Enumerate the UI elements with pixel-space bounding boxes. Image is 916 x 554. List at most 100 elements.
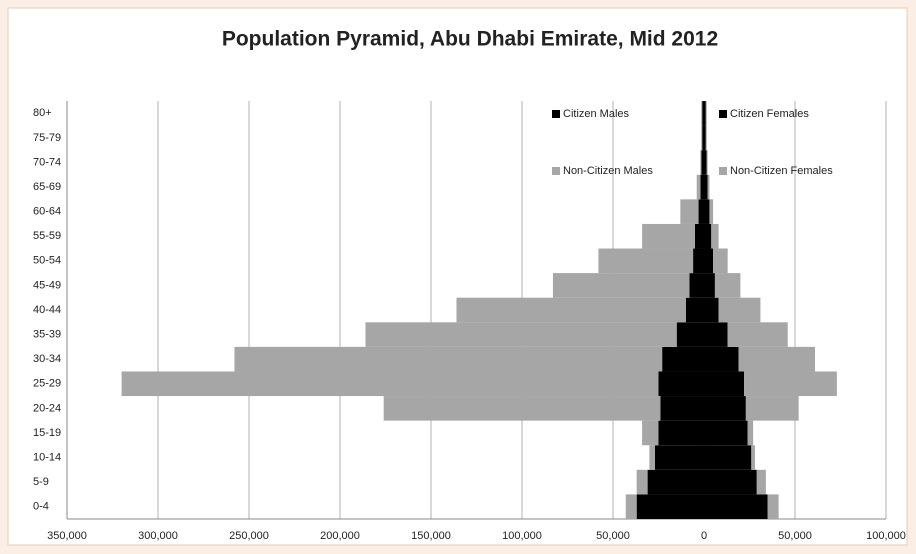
y-tick-label: 25-29 (33, 378, 61, 390)
bar (704, 199, 710, 224)
bar (704, 174, 708, 200)
legend-label: Citizen Males (563, 108, 630, 120)
bar (456, 297, 686, 323)
bar (727, 322, 788, 347)
bar (689, 273, 704, 298)
bar (649, 445, 655, 470)
legend-swatch (552, 110, 560, 118)
bar (701, 150, 704, 175)
bar (704, 150, 707, 175)
bar (745, 396, 799, 421)
y-tick-label: 75-79 (33, 132, 61, 144)
y-tick-label: 60-64 (33, 206, 61, 218)
bar (704, 101, 706, 126)
y-tick-label: 70-74 (33, 156, 61, 168)
bar (713, 248, 728, 274)
bar (625, 494, 637, 519)
bar (704, 346, 739, 372)
legend-swatch (719, 167, 727, 175)
x-tick-label: 50,000 (596, 530, 630, 542)
bar (707, 174, 710, 200)
bar (701, 125, 703, 151)
y-tick-label: 80+ (33, 107, 52, 119)
bar (660, 396, 704, 421)
bar (718, 297, 761, 323)
x-tick-label: 0 (701, 530, 707, 542)
bar (744, 371, 837, 397)
y-tick-label: 40-44 (33, 304, 61, 316)
bar (747, 420, 754, 446)
bar (680, 199, 699, 224)
y-tick-label: 55-59 (33, 230, 61, 242)
bar (642, 223, 695, 249)
y-tick-label: 20-24 (33, 402, 61, 414)
bar (704, 469, 757, 495)
bar (704, 322, 728, 347)
bar (709, 199, 714, 224)
bar (704, 494, 768, 519)
x-tick-label: 50,000 (778, 530, 812, 542)
bar (647, 469, 704, 495)
bar (704, 223, 712, 249)
bar (234, 346, 663, 372)
x-tick-label: 200,000 (320, 530, 360, 542)
bar (751, 445, 755, 470)
bar (685, 297, 704, 323)
bar (636, 494, 704, 519)
bar (704, 420, 748, 446)
bar (701, 101, 703, 126)
y-tick-label: 65-69 (33, 181, 61, 193)
bar (636, 469, 648, 495)
bar (704, 125, 706, 151)
chart-area (7, 7, 908, 546)
y-tick-label: 50-54 (33, 255, 61, 267)
bar (121, 371, 659, 397)
bar (694, 223, 704, 249)
bar (552, 273, 690, 298)
bar (700, 174, 704, 200)
legend-label: Non-Citizen Males (563, 165, 653, 177)
bar (658, 371, 704, 397)
bar (702, 125, 704, 151)
chart-title: Population Pyramid, Abu Dhabi Emirate, M… (222, 28, 718, 51)
bar (704, 445, 752, 470)
x-tick-label: 300,000 (138, 530, 178, 542)
bar (704, 273, 715, 298)
legend-swatch (552, 167, 560, 175)
x-tick-label: 350,000 (47, 530, 87, 542)
bar (700, 150, 702, 175)
y-tick-label: 0-4 (33, 501, 49, 513)
bar (756, 469, 766, 495)
bar (383, 396, 661, 421)
x-tick-label: 250,000 (229, 530, 269, 542)
bar (702, 101, 704, 126)
y-tick-label: 10-14 (33, 451, 61, 463)
bar (598, 248, 694, 274)
bar (676, 322, 704, 347)
bar (704, 396, 746, 421)
legend-label: Non-Citizen Females (730, 165, 833, 177)
bar (704, 248, 714, 274)
bar (662, 346, 704, 372)
bar (658, 420, 704, 446)
bar (705, 101, 707, 126)
x-tick-label: 100,000 (866, 530, 906, 542)
bar (704, 371, 745, 397)
legend-swatch (719, 110, 727, 118)
y-tick-label: 35-39 (33, 328, 61, 340)
bar (696, 174, 701, 200)
bar (704, 297, 719, 323)
y-tick-label: 5-9 (33, 476, 49, 488)
legend-label: Citizen Females (730, 108, 809, 120)
bar (705, 125, 707, 151)
y-tick-label: 30-34 (33, 353, 61, 365)
bar (714, 273, 741, 298)
bar (706, 150, 708, 175)
bar (767, 494, 779, 519)
bar (365, 322, 677, 347)
x-tick-label: 150,000 (411, 530, 451, 542)
y-tick-label: 45-49 (33, 279, 61, 291)
bar (654, 445, 704, 470)
